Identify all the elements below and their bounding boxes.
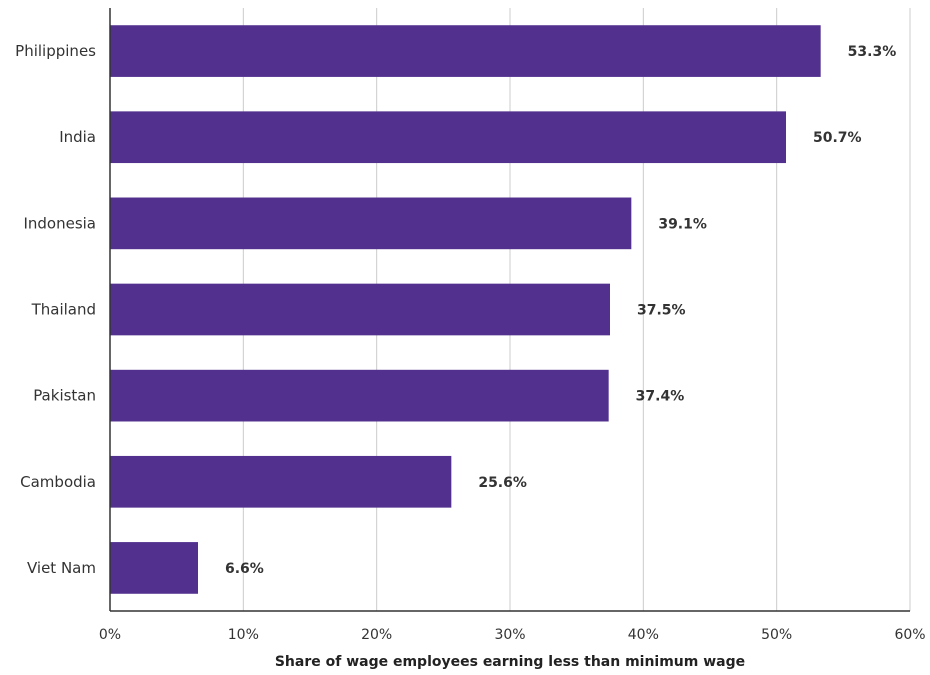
- category-labels: Philippines India Indonesia Thailand Pakista…: [15, 42, 96, 577]
- bars: [110, 25, 821, 594]
- bar-6: [110, 542, 198, 594]
- x-tick-label-0: 0%: [99, 627, 121, 643]
- value-label-1: 50.7%: [813, 130, 862, 146]
- x-tick-label-6: 60%: [894, 627, 925, 643]
- bar-5: [110, 455, 452, 508]
- value-label-0: 53.3%: [848, 44, 897, 60]
- category-label-2: Indonesia: [23, 214, 96, 232]
- value-label-6: 6.6%: [225, 561, 264, 577]
- axes: [109, 8, 910, 612]
- value-label-3: 37.5%: [637, 303, 686, 319]
- bar-3: [110, 283, 610, 336]
- value-label-2: 39.1%: [658, 216, 707, 232]
- category-label-5: Cambodia: [20, 473, 96, 491]
- x-tick-label-3: 30%: [494, 627, 525, 643]
- x-tick-labels: 0% 10% 20% 30% 40% 50% 60%: [99, 627, 926, 643]
- x-tick-label-1: 10%: [228, 627, 259, 643]
- value-labels: 53.3% 50.7% 39.1% 37.5% 37.4% 25.6% 6.6%: [225, 44, 896, 577]
- bar-2: [110, 197, 632, 250]
- value-label-4: 37.4%: [636, 389, 685, 405]
- category-label-0: Philippines: [15, 42, 96, 60]
- value-label-5: 25.6%: [478, 475, 527, 491]
- category-label-1: India: [59, 128, 96, 146]
- category-label-4: Pakistan: [33, 387, 96, 405]
- category-label-6: Viet Nam: [27, 559, 96, 577]
- x-tick-label-4: 40%: [628, 627, 659, 643]
- category-label-3: Thailand: [31, 301, 96, 319]
- bar-4: [110, 369, 609, 422]
- bar-0: [110, 25, 821, 77]
- bar-1: [110, 111, 786, 164]
- x-tick-label-5: 50%: [761, 627, 792, 643]
- x-tick-label-2: 20%: [361, 627, 392, 643]
- x-axis-title: Share of wage employees earning less tha…: [275, 654, 745, 670]
